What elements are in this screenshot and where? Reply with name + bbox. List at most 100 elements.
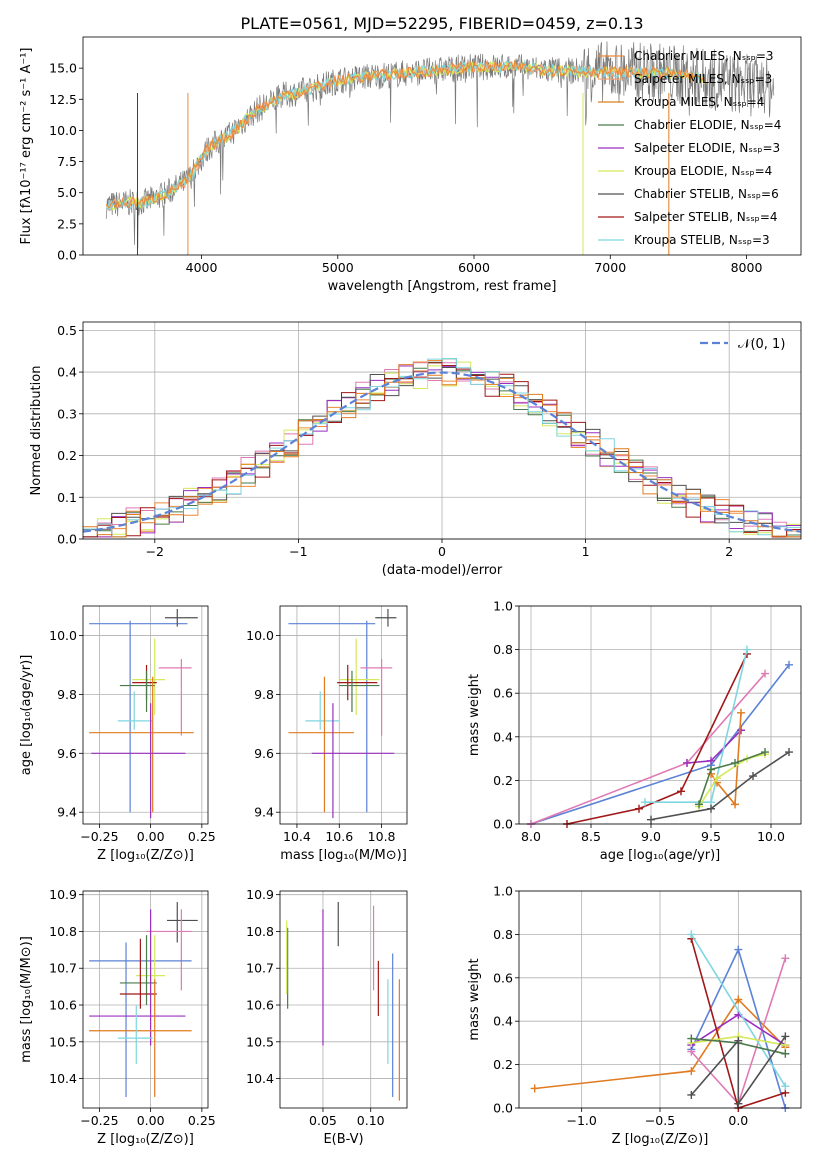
weight-marker	[761, 669, 769, 678]
x-tick-label: 5000	[322, 260, 354, 275]
weight-marker	[707, 804, 715, 813]
legend-label: 𝒩(0, 1)	[738, 337, 785, 352]
weight-marker	[731, 758, 739, 767]
residual-histogram	[83, 358, 801, 538]
spectrum-panel: 4000 5000 6000 7000 8000 0.0 2.5 5.0 7.5 10.0 12.5…	[19, 36, 802, 294]
weight-marker	[785, 660, 793, 669]
weight-marker	[713, 774, 721, 783]
y-tick-label: 5.0	[57, 185, 77, 200]
y-tick-label: 9.8	[57, 687, 77, 702]
y-tick-label: 0.4	[493, 729, 513, 744]
legend-label: Chabrier STELIB, Nₛₛₚ=6	[634, 187, 779, 201]
legend-label: Chabrier ELODIE, Nₛₛₚ=4	[634, 118, 781, 132]
y-tick-label: 10.6	[49, 998, 77, 1013]
x-tick-label: −0.25	[80, 1113, 118, 1128]
y-axis-label: mass weight	[467, 958, 482, 1040]
y-tick-label: 0.2	[493, 1057, 513, 1072]
weight-marker	[734, 945, 743, 954]
x-tick-label: −2	[146, 544, 164, 559]
weight-marker	[647, 815, 655, 824]
y-tick-label: 9.4	[57, 805, 77, 820]
model-spectrum	[105, 59, 706, 210]
weight-marker	[737, 726, 745, 735]
x-tick-label: 6000	[458, 260, 490, 275]
y-axis-label: Flux [fλ10⁻¹⁷ erg cm⁻² s⁻¹ A⁻¹]	[19, 48, 34, 245]
weight-marker	[781, 1041, 790, 1050]
x-tick-label: 0.25	[188, 1113, 216, 1128]
weight-marker	[731, 800, 739, 809]
weight-marker	[687, 1090, 696, 1099]
weight-marker	[734, 1099, 743, 1108]
y-tick-label: 10.4	[49, 1071, 77, 1086]
legend-label: Chabrier MILES, Nₛₛₚ=3	[634, 49, 774, 63]
axes-frame	[82, 321, 802, 540]
y-tick-label: 0.5	[57, 323, 77, 338]
normal-curve	[82, 371, 802, 533]
x-axis-label: E(B-V)	[323, 1132, 363, 1147]
x-tick-label: 2	[725, 544, 733, 559]
x-axis-label: mass [log₁₀(M/M⊙)]	[280, 848, 407, 863]
weight-marker	[781, 1049, 790, 1058]
weight-marker	[677, 787, 685, 796]
y-tick-label: 1.0	[493, 599, 513, 614]
y-tick-label: 15.0	[49, 61, 77, 76]
y-tick-label: 0.6	[493, 686, 513, 701]
y-tick-label: 2.5	[57, 216, 77, 231]
weight-marker	[781, 954, 790, 963]
x-tick-label: −1	[289, 544, 307, 559]
weight-marker	[781, 1082, 790, 1091]
x-tick-label: 0.00	[137, 829, 165, 844]
y-tick-label: 10.5	[246, 1034, 274, 1049]
x-tick-label: 0.10	[357, 1113, 385, 1128]
weight-line	[645, 649, 748, 803]
age-vs-metallicity-panel: −0.25 0.00 0.25 9.4 9.6 9.8 10.0 Z [log₁₀(Z/Z⊙)…	[19, 605, 216, 863]
x-axis-label: Z [log₁₀(Z/Z⊙)]	[612, 1132, 709, 1147]
y-tick-label: 9.8	[254, 687, 274, 702]
legend-label: Salpeter MILES, Nₛₛₚ=3	[634, 72, 772, 86]
y-axis-label: mass [log₁₀(M/M⊙)]	[19, 936, 34, 1063]
y-tick-label: 1.0	[493, 884, 513, 899]
x-tick-label: −0.25	[80, 829, 118, 844]
y-tick-label: 10.8	[49, 924, 77, 939]
axes-frame	[82, 605, 209, 825]
x-tick-label: 8.0	[521, 829, 541, 844]
weight-marker	[641, 798, 649, 807]
x-tick-label: 10.6	[325, 829, 353, 844]
legend-label: Salpeter ELODIE, Nₛₛₚ=3	[634, 141, 780, 155]
legend-label: Salpeter STELIB, Nₛₛₚ=4	[634, 210, 778, 224]
weight-line	[686, 729, 742, 764]
model-spectrum	[105, 59, 705, 211]
x-tick-label: 10.4	[283, 829, 311, 844]
x-axis-label: wavelength [Angstrom, rest frame]	[328, 279, 557, 294]
y-tick-label: 0.4	[57, 365, 77, 380]
x-axis-label: Z [log₁₀(Z/Z⊙)]	[97, 1132, 194, 1147]
weight-line	[534, 998, 786, 1090]
y-tick-label: 9.4	[254, 805, 274, 820]
y-tick-label: 9.6	[57, 746, 77, 761]
legend-label: Kroupa ELODIE, Nₛₛₚ=4	[634, 164, 772, 178]
y-tick-label: 10.9	[246, 887, 274, 902]
y-tick-label: 12.5	[49, 92, 77, 107]
weight-marker	[687, 1067, 696, 1076]
weight-marker	[683, 758, 691, 767]
x-tick-label: 9.0	[641, 829, 661, 844]
axes-frame	[82, 890, 209, 1109]
x-tick-label: 10.0	[757, 829, 785, 844]
figure-title: PLATE=0561, MJD=52295, FIBERID=0459, z=0…	[240, 14, 643, 33]
weight-marker	[687, 930, 696, 939]
age-vs-mass-panel: 10.4 10.6 10.8 9.4 9.6 9.8 10.0 mass [log₁₀(M/M…	[246, 605, 408, 863]
axes-frame	[518, 890, 802, 1109]
residual-histogram	[83, 358, 801, 538]
x-tick-label: 0.00	[137, 1113, 165, 1128]
weight-marker	[707, 765, 715, 774]
y-tick-label: 0.4	[493, 1014, 513, 1029]
axes-frame	[82, 36, 802, 256]
mass-vs-metallicity-panel: −0.25 0.00 0.25 10.4 10.5 10.6 10.7 10.8 10.9 Z […	[19, 887, 216, 1147]
weight-line	[690, 1035, 786, 1107]
weight-marker	[695, 800, 703, 809]
weight-line	[650, 751, 790, 821]
residuals-panel: −2 −1 0 1 2 0.0 0.1 0.2 0.3 0.4 0.5 (data-model)/er…	[29, 321, 802, 578]
weight-marker	[743, 645, 751, 654]
weight-marker	[781, 1032, 790, 1041]
